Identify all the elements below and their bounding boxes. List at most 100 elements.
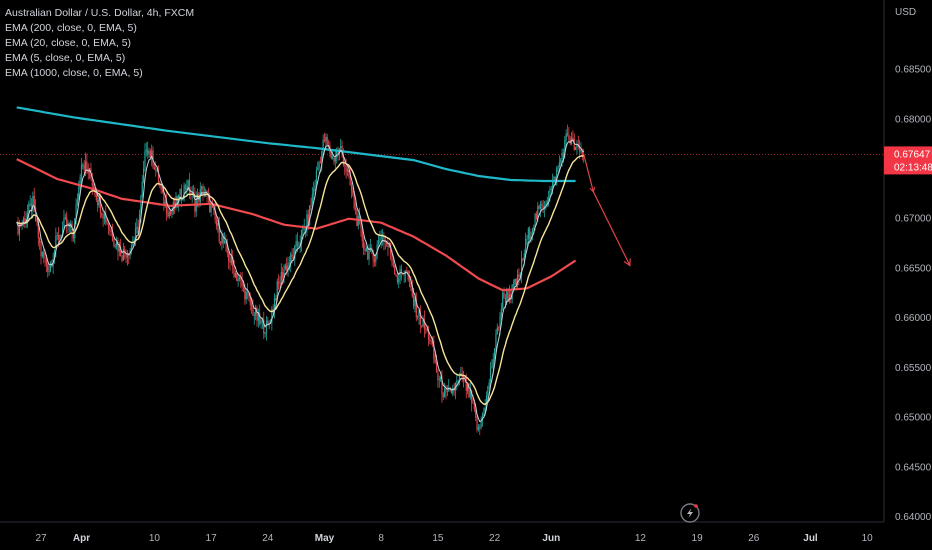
candle-body	[433, 344, 435, 359]
candle-body	[24, 218, 26, 225]
candle-body	[153, 167, 155, 170]
candle-body	[487, 386, 489, 396]
candle-body	[430, 340, 432, 342]
legend-ema-20[interactable]: EMA (20, close, 0, EMA, 5)	[5, 37, 132, 49]
candle-body	[35, 207, 37, 222]
candle-body	[450, 388, 452, 394]
candle-body	[291, 254, 293, 257]
candle-body	[579, 146, 581, 152]
candle-body	[427, 329, 430, 340]
candle-body	[333, 157, 335, 162]
candle-body	[434, 358, 436, 363]
candle-body	[161, 189, 164, 192]
candle-body	[418, 310, 420, 317]
symbol-title[interactable]: Australian Dollar / U.S. Dollar, 4h, FXC…	[5, 7, 195, 19]
candle-body	[554, 176, 556, 183]
legend-ema-5[interactable]: EMA (5, close, 0, EMA, 5)	[5, 52, 126, 64]
time-axis[interactable]: 27 Apr 10 17 24 May 8 15 22 Jun 12 19 26 Jul 10	[35, 533, 873, 544]
legend-ema-1000[interactable]: EMA (1000, close, 0, EMA, 5)	[5, 67, 143, 79]
candle-body	[342, 154, 344, 166]
candle-body	[121, 256, 123, 261]
candle-body	[44, 257, 46, 259]
candle-body	[290, 254, 292, 264]
candle-body	[484, 407, 486, 415]
candle-body	[141, 181, 143, 197]
time-tick-label: Jul	[803, 533, 818, 544]
price-tick-label: 0.65500	[895, 363, 932, 374]
price-axis[interactable]: 0.685000.680000.675000.670000.665000.660…	[895, 65, 932, 523]
candle-body	[381, 235, 384, 238]
candle-body	[423, 319, 425, 329]
legend-ema-200[interactable]: EMA (200, close, 0, EMA, 5)	[5, 22, 137, 34]
candle-body	[398, 278, 400, 282]
candle-body	[182, 199, 184, 201]
ema20-line	[16, 155, 584, 406]
candle-body	[242, 285, 245, 287]
candle-body	[233, 266, 235, 277]
candle-body	[45, 258, 47, 265]
projection-arrowhead	[623, 258, 631, 267]
candle-body	[334, 157, 336, 162]
price-tick-label: 0.64000	[895, 512, 932, 523]
candle-body	[302, 227, 304, 231]
candle-body	[442, 394, 444, 397]
candle-body	[120, 245, 122, 257]
candle-body	[388, 243, 390, 247]
price-tick-label: 0.66000	[895, 313, 932, 324]
candle-body	[93, 186, 95, 190]
candle-body	[171, 211, 173, 215]
candle-body	[32, 195, 34, 212]
candle-body	[249, 296, 251, 305]
last-price-badge-bg	[884, 146, 932, 175]
candle-body	[523, 253, 525, 260]
candle-body	[396, 275, 398, 282]
candle-body	[553, 176, 555, 180]
candle-body	[48, 271, 50, 272]
candle-body	[365, 248, 367, 252]
candle-body	[319, 162, 322, 164]
candle-body	[203, 193, 205, 194]
candle-body	[217, 223, 219, 226]
candle-body	[340, 145, 342, 149]
candle-body	[230, 256, 232, 263]
candle-body	[91, 178, 93, 187]
candle-body	[170, 211, 172, 215]
candle-body	[76, 199, 79, 205]
candle-body	[130, 245, 133, 251]
candle-body	[464, 376, 466, 379]
candle-body	[372, 250, 374, 259]
candle-body	[237, 279, 239, 282]
candle-body	[109, 228, 111, 231]
candle-body	[377, 239, 380, 245]
candle-body	[408, 279, 411, 281]
flash-icon[interactable]	[680, 503, 700, 523]
candle-body	[175, 195, 177, 208]
candle-body	[309, 205, 311, 225]
candle-body	[448, 387, 450, 392]
candle-body	[421, 325, 423, 327]
time-tick-label: 24	[262, 533, 274, 544]
candle-body	[465, 378, 467, 391]
candle-body	[521, 258, 523, 275]
candle-body	[387, 243, 389, 247]
candle-body	[569, 138, 571, 144]
price-tick-label: 0.65000	[895, 413, 932, 424]
candle-body	[356, 209, 358, 227]
candle-body	[136, 226, 138, 229]
candle-body	[323, 139, 326, 141]
candle-body	[225, 240, 227, 244]
candle-body	[84, 161, 87, 171]
candle-body	[344, 165, 346, 167]
indicator-legend: Australian Dollar / U.S. Dollar, 4h, FXC…	[5, 6, 194, 81]
candle-body	[224, 240, 226, 244]
candle-body	[380, 237, 382, 240]
ema200-line	[16, 158, 577, 292]
candle-body	[144, 151, 146, 169]
candle-body	[187, 180, 189, 189]
candle-body	[489, 368, 492, 383]
candle-body	[456, 380, 458, 383]
candle-body	[229, 260, 231, 263]
candle-body	[359, 215, 361, 222]
candle-body	[503, 292, 505, 298]
